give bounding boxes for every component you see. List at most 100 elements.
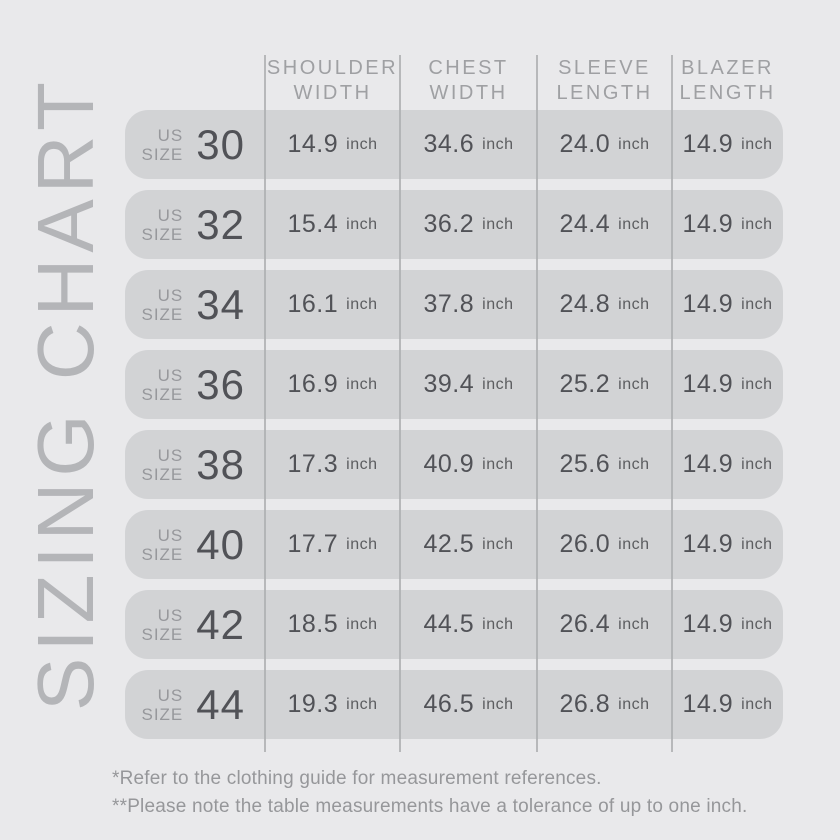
size-cell: US SIZE 40 [125, 510, 265, 579]
size-number: 40 [196, 520, 245, 568]
sleeve-length-cell: 25.6 inch [537, 430, 672, 499]
table-row-size-44: US SIZE 44 19.3 inch 46.5 inch 26.8 inch… [125, 670, 783, 739]
value: 19.3 [287, 690, 339, 718]
unit-label: inch [482, 375, 514, 393]
footnote-measurement-reference: *Refer to the clothing guide for measure… [112, 768, 602, 789]
unit-label: inch [346, 215, 378, 233]
column-divider [536, 55, 538, 752]
header-chest-width: CHEST WIDTH [400, 56, 537, 110]
unit-label: inch [482, 135, 514, 153]
unit-label: inch [482, 615, 514, 633]
size-cell: US SIZE 36 [125, 350, 265, 419]
column-divider [264, 55, 266, 752]
us-size-label: US SIZE [141, 686, 183, 724]
size-label: SIZE [141, 384, 184, 404]
header-line: CHEST [428, 57, 509, 79]
header-line: WIDTH [429, 82, 508, 104]
unit-label: inch [741, 535, 773, 553]
value: 14.9 [682, 370, 734, 398]
value: 15.4 [287, 210, 339, 238]
unit-label: inch [618, 375, 650, 393]
size-number: 30 [196, 120, 245, 168]
value: 34.6 [423, 130, 475, 158]
unit-label: inch [741, 135, 773, 153]
header-line: SLEEVE [558, 57, 651, 79]
sleeve-length-cell: 26.0 inch [537, 510, 672, 579]
us-label: US [157, 285, 184, 305]
value: 17.3 [287, 450, 339, 478]
us-label: US [157, 685, 184, 705]
size-number: 44 [196, 680, 245, 728]
us-size-label: US SIZE [141, 446, 183, 484]
value: 14.9 [682, 130, 734, 158]
footnote-tolerance: **Please note the table measurements hav… [112, 795, 748, 817]
size-label: SIZE [141, 704, 184, 724]
blazer-length-cell: 14.9 inch [672, 190, 783, 259]
size-label: SIZE [141, 144, 184, 164]
us-size-label: US SIZE [141, 286, 183, 324]
value: 44.5 [423, 610, 475, 638]
header-blazer-length: BLAZER LENGTH [672, 56, 783, 110]
blazer-length-cell: 14.9 inch [672, 110, 783, 179]
unit-label: inch [346, 135, 378, 153]
value: 16.1 [287, 290, 339, 318]
blazer-length-cell: 14.9 inch [672, 270, 783, 339]
value: 25.2 [559, 370, 611, 398]
blazer-length-cell: 14.9 inch [672, 350, 783, 419]
chest-width-cell: 34.6 inch [400, 110, 537, 179]
sizing-table: SHOULDER WIDTH CHEST WIDTH SLEEVE LENGTH… [125, 45, 783, 752]
value: 26.8 [559, 690, 611, 718]
size-cell: US SIZE 42 [125, 590, 265, 659]
size-label: SIZE [141, 304, 184, 324]
value: 37.8 [423, 290, 475, 318]
us-label: US [157, 205, 184, 225]
unit-label: inch [482, 455, 514, 473]
header-shoulder-width: SHOULDER WIDTH [265, 56, 400, 110]
shoulder-width-cell: 16.9 inch [265, 350, 400, 419]
unit-label: inch [618, 215, 650, 233]
value: 14.9 [287, 130, 339, 158]
value: 17.7 [287, 530, 339, 558]
unit-label: inch [346, 455, 378, 473]
unit-label: inch [482, 535, 514, 553]
chest-width-cell: 37.8 inch [400, 270, 537, 339]
value: 26.0 [559, 530, 611, 558]
header-line: BLAZER [681, 57, 774, 79]
value: 14.9 [682, 690, 734, 718]
value: 46.5 [423, 690, 475, 718]
table-row-size-40: US SIZE 40 17.7 inch 42.5 inch 26.0 inch… [125, 510, 783, 579]
chest-width-cell: 36.2 inch [400, 190, 537, 259]
unit-label: inch [618, 695, 650, 713]
blazer-length-cell: 14.9 inch [672, 510, 783, 579]
us-label: US [157, 445, 184, 465]
header-line: LENGTH [556, 82, 653, 104]
page-title: SIZING CHART [21, 76, 110, 712]
size-number: 32 [196, 200, 245, 248]
value: 14.9 [682, 290, 734, 318]
unit-label: inch [741, 455, 773, 473]
size-cell: US SIZE 32 [125, 190, 265, 259]
us-label: US [157, 125, 184, 145]
unit-label: inch [346, 695, 378, 713]
value: 25.6 [559, 450, 611, 478]
value: 18.5 [287, 610, 339, 638]
us-label: US [157, 525, 184, 545]
shoulder-width-cell: 15.4 inch [265, 190, 400, 259]
unit-label: inch [741, 695, 773, 713]
value: 24.8 [559, 290, 611, 318]
chest-width-cell: 46.5 inch [400, 670, 537, 739]
unit-label: inch [741, 215, 773, 233]
shoulder-width-cell: 16.1 inch [265, 270, 400, 339]
size-number: 42 [196, 600, 245, 648]
header-line: LENGTH [679, 82, 776, 104]
size-label: SIZE [141, 544, 184, 564]
size-number: 34 [196, 280, 245, 328]
sleeve-length-cell: 25.2 inch [537, 350, 672, 419]
unit-label: inch [482, 215, 514, 233]
value: 24.0 [559, 130, 611, 158]
shoulder-width-cell: 17.3 inch [265, 430, 400, 499]
unit-label: inch [482, 295, 514, 313]
column-divider [671, 55, 673, 752]
table-row-size-30: US SIZE 30 14.9 inch 34.6 inch 24.0 inch… [125, 110, 783, 179]
